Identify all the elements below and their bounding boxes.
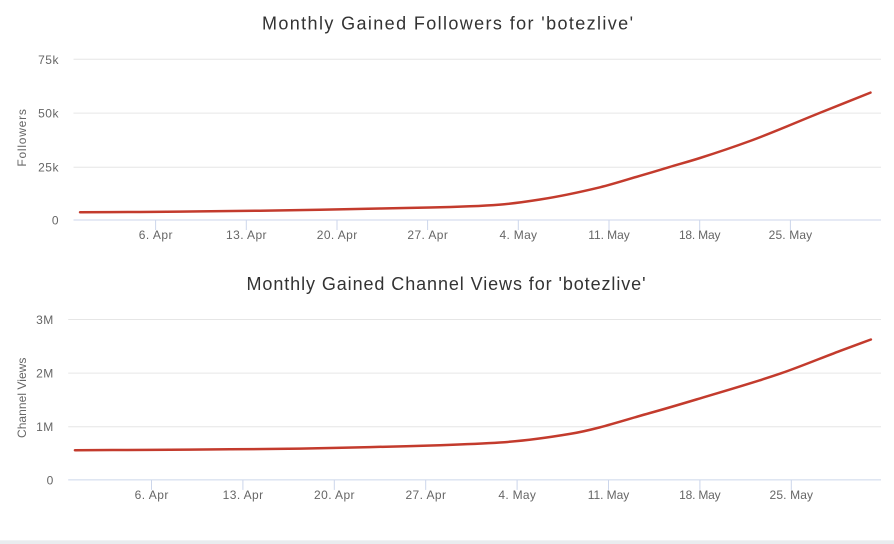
svg-text:4. May: 4. May bbox=[498, 488, 536, 502]
svg-text:13. Apr: 13. Apr bbox=[226, 228, 266, 242]
svg-text:27. Apr: 27. Apr bbox=[405, 488, 446, 502]
svg-text:0: 0 bbox=[47, 473, 54, 487]
svg-text:25. May: 25. May bbox=[770, 488, 814, 502]
svg-text:11. May: 11. May bbox=[588, 228, 630, 242]
svg-text:6. Apr: 6. Apr bbox=[139, 228, 173, 242]
svg-text:25. May: 25. May bbox=[769, 228, 813, 242]
svg-text:18. May: 18. May bbox=[679, 228, 721, 242]
svg-text:20. Apr: 20. Apr bbox=[317, 228, 358, 242]
svg-text:Monthly Gained Channel Views f: Monthly Gained Channel Views for 'botezl… bbox=[247, 274, 646, 294]
svg-text:18. May: 18. May bbox=[679, 488, 721, 502]
svg-text:3M: 3M bbox=[36, 313, 53, 327]
svg-text:27. Apr: 27. Apr bbox=[407, 228, 448, 242]
svg-text:Channel Views: Channel Views bbox=[15, 358, 29, 438]
svg-text:1M: 1M bbox=[36, 420, 53, 434]
svg-text:20. Apr: 20. Apr bbox=[314, 488, 355, 502]
svg-text:0: 0 bbox=[52, 214, 59, 228]
svg-text:75k: 75k bbox=[38, 53, 59, 67]
svg-text:2M: 2M bbox=[36, 367, 53, 381]
svg-text:6. Apr: 6. Apr bbox=[135, 488, 169, 502]
svg-text:Followers: Followers bbox=[15, 109, 29, 167]
svg-text:11. May: 11. May bbox=[588, 488, 630, 502]
svg-text:50k: 50k bbox=[38, 107, 59, 121]
svg-text:4. May: 4. May bbox=[500, 228, 538, 242]
svg-text:13. Apr: 13. Apr bbox=[223, 488, 264, 502]
svg-text:25k: 25k bbox=[38, 161, 59, 175]
